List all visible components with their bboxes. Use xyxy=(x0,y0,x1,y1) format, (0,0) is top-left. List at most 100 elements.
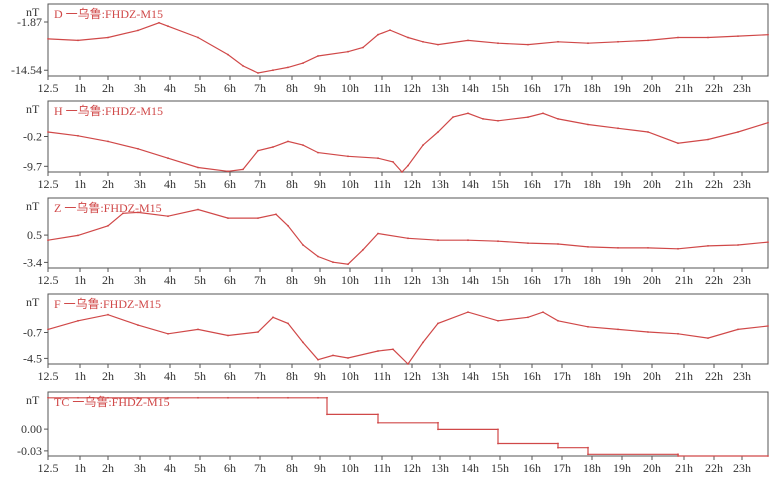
panel-f-xtick-label: 10h xyxy=(341,369,359,383)
panel-f-title: F 一乌鲁:FHDZ-M15 xyxy=(54,296,161,311)
panel-tc-data-point xyxy=(326,396,328,399)
panel-z-xtick-label: 1h xyxy=(74,273,86,287)
panel-f-xtick-label: 6h xyxy=(224,369,236,383)
panel-f-data-point xyxy=(647,331,649,333)
panel-z-data-point xyxy=(767,241,769,244)
panel-d-xtick-label: 12.5 xyxy=(38,81,59,95)
panel-d-frame xyxy=(47,3,769,77)
panel-h-xtick-label: 7h xyxy=(254,177,266,191)
panel-tc-data-point xyxy=(227,396,229,399)
panel-h-data-point xyxy=(422,144,424,147)
panel-z-xtick-label: 14h xyxy=(461,273,479,287)
panel-tc-data-point xyxy=(497,442,499,445)
panel-d-xtick-label: 8h xyxy=(286,81,298,95)
panel-tc-xtick-label: 10h xyxy=(341,461,359,475)
panel-h-data-point xyxy=(317,151,319,154)
panel-d-data-point xyxy=(302,62,304,64)
panel-f-data-point xyxy=(167,332,169,335)
panel-tc-data-point xyxy=(677,455,679,457)
panel-h-data-point xyxy=(542,112,544,115)
panel-tc-xtick-label: 14h xyxy=(461,461,479,475)
panel-tc-data-point xyxy=(677,453,679,456)
panel-z-data-point xyxy=(332,261,334,264)
panel-d-data-point xyxy=(272,69,274,72)
panel-f-xtick-label: 17h xyxy=(553,369,571,383)
panel-f-xtick-label: 5h xyxy=(194,369,206,383)
panel-d-data-point xyxy=(317,55,319,57)
panel-z-data-point xyxy=(257,217,259,220)
panel-z-data-point xyxy=(377,232,379,235)
panel-h-xtick-label: 8h xyxy=(286,177,298,191)
panel-tc-data-point xyxy=(107,396,109,399)
panel-f-xtick-label: 16h xyxy=(523,369,541,383)
panel-d-xtick-label: 17h xyxy=(553,81,571,95)
panel-tc-xtick-label: 20h xyxy=(643,461,661,475)
panel-z-data-point xyxy=(317,255,319,258)
panel-h-data-point xyxy=(77,134,79,137)
panel-z-data-point xyxy=(437,239,439,242)
panel-z-xtick-label: 13h xyxy=(431,273,449,287)
panel-z-xtick-label: 6h xyxy=(224,273,236,287)
panel-tc-xtick-label: 7h xyxy=(254,461,266,475)
panel-d-data-point xyxy=(527,43,529,46)
panel-d-ytick-label: -14.54 xyxy=(11,63,42,77)
panel-h-xtick-label: 19h xyxy=(613,177,631,191)
panel-d-xtick-label: 23h xyxy=(733,81,751,95)
panel-d-data-point xyxy=(377,33,379,36)
panel-h-xtick-label: 18h xyxy=(583,177,601,191)
panel-d-data-point xyxy=(137,29,139,32)
panel-h-data-point xyxy=(377,157,379,160)
panel-h-data-point xyxy=(737,131,739,133)
panel-tc-data-point xyxy=(497,428,499,431)
panel-f-xtick-label: 12.5 xyxy=(38,369,59,383)
panel-h-title: H 一乌鲁:FHDZ-M15 xyxy=(54,103,163,118)
panel-h-xtick-label: 5h xyxy=(194,177,206,191)
panel-f-data-point xyxy=(407,363,409,365)
panel-tc-data-point xyxy=(287,396,289,399)
panel-h-data-point xyxy=(497,119,499,122)
panel-f-data-point xyxy=(332,354,334,357)
panel-tc-data-point xyxy=(377,421,379,424)
panel-d-series-line xyxy=(47,22,769,74)
panel-z-data-point xyxy=(122,212,124,215)
panel-h-data-point xyxy=(167,157,169,160)
panel-d-data-point xyxy=(197,36,199,39)
panel-h-data-point xyxy=(617,127,619,130)
panel-f-xtick-label: 2h xyxy=(102,369,114,383)
panel-tc-data-point xyxy=(587,446,589,449)
panel-z-data-point xyxy=(287,224,289,227)
panel-z-xtick-label: 19h xyxy=(613,273,631,287)
panel-h-xtick-label: 17h xyxy=(553,177,571,191)
panel-d-xtick-label: 5h xyxy=(194,81,206,95)
panel-f-data-point xyxy=(422,341,424,344)
panel-tc-xtick-label: 6h xyxy=(224,461,236,475)
panel-h-data-point xyxy=(557,118,559,120)
panel-f-data-point xyxy=(392,348,394,351)
panel-z-data-point xyxy=(107,224,109,227)
panel-d-unit: nT xyxy=(26,5,40,19)
panel-f-unit: nT xyxy=(26,295,40,309)
panel-d-data-point xyxy=(47,38,49,40)
panel-d-ytick-label: -1.87 xyxy=(17,15,42,29)
panel-z-data-point xyxy=(197,208,199,211)
panel-h-xtick-label: 14h xyxy=(461,177,479,191)
panel-f-xtick-label: 9h xyxy=(314,369,326,383)
panel-h-xtick-label: 23h xyxy=(733,177,751,191)
panel-f-xtick-label: 8h xyxy=(286,369,298,383)
panel-tc-data-point xyxy=(557,446,559,449)
panel-tc-data-point xyxy=(317,396,319,399)
panel-z-data-point xyxy=(137,211,139,214)
panel-f-data-point xyxy=(107,313,109,316)
panel-z-data-point xyxy=(227,217,229,220)
panel-h-xtick-label: 10h xyxy=(341,177,359,191)
panel-tc-xtick-label: 17h xyxy=(553,461,571,475)
panel-d-data-point xyxy=(347,50,349,53)
panel-d-xtick-label: 13h xyxy=(431,81,449,95)
panel-tc-xtick-label: 3h xyxy=(134,461,146,475)
panel-tc-data-point xyxy=(557,442,559,445)
panel-z-xtick-label: 4h xyxy=(164,273,176,287)
panel-d-xtick-label: 19h xyxy=(613,81,631,95)
panel-f-data-point xyxy=(497,319,499,322)
panel-d-data-point xyxy=(467,39,469,42)
panel-f-data-point xyxy=(377,350,379,352)
